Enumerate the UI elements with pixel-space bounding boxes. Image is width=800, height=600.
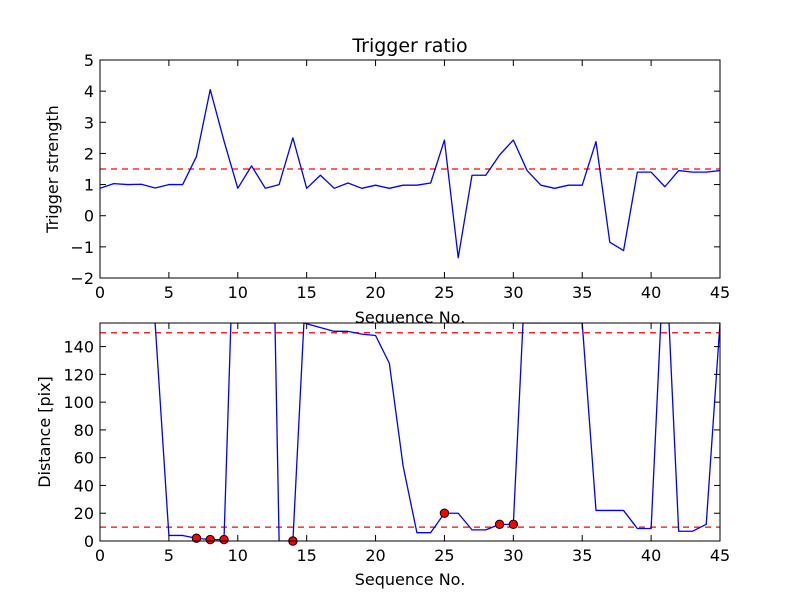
bottom-series-group xyxy=(154,323,720,541)
y-tick-label: 40 xyxy=(74,476,94,495)
x-tick-label: 40 xyxy=(641,283,661,302)
data-point-marker xyxy=(191,533,202,543)
y-tick-label: −2 xyxy=(70,269,94,288)
bottom-threshold-lines xyxy=(100,332,720,528)
x-tick-label: 5 xyxy=(164,283,174,302)
top-y-axis-label: Trigger strength xyxy=(43,105,62,234)
top-axes-frame xyxy=(99,59,721,279)
y-tick-label: 1 xyxy=(84,176,94,195)
x-tick-label: 0 xyxy=(95,546,105,565)
x-tick-label: 20 xyxy=(365,546,385,565)
series-line xyxy=(100,88,720,259)
y-tick-label: 0 xyxy=(84,207,94,226)
x-tick-label: 10 xyxy=(228,283,248,302)
x-tick-label: 25 xyxy=(434,283,454,302)
y-tick-label: 0 xyxy=(84,532,94,551)
data-point-marker xyxy=(205,534,215,545)
bottom-y-ticks: 0 20 40 60 80 100 120 140 xyxy=(63,338,720,551)
y-tick-label: −1 xyxy=(70,238,94,257)
top-x-ticks: 0 5 10 15 20 25 30 35 40 45 xyxy=(95,60,730,302)
y-tick-label: 4 xyxy=(84,82,94,101)
y-tick-label: 120 xyxy=(63,365,94,384)
x-tick-label: 15 xyxy=(296,546,316,565)
y-tick-label: 60 xyxy=(74,449,94,468)
bottom-x-ticks: 0 5 10 15 20 25 30 35 40 45 xyxy=(95,323,730,565)
top-subplot: Trigger ratio 0 5 10 15 20 25 30 35 40 45 −2−1012… xyxy=(43,35,730,327)
top-chart-title: Trigger ratio xyxy=(351,35,467,57)
y-tick-label: 100 xyxy=(63,393,94,412)
x-tick-label: 30 xyxy=(503,283,523,302)
x-tick-label: 10 xyxy=(228,546,248,565)
y-tick-label: 5 xyxy=(84,51,94,70)
top-x-axis-label: Sequence No. xyxy=(355,308,466,327)
x-tick-label: 45 xyxy=(710,546,730,565)
bottom-x-axis-label: Sequence No. xyxy=(355,570,466,589)
y-tick-label: 3 xyxy=(84,113,94,132)
x-tick-label: 40 xyxy=(641,546,661,565)
bottom-subplot: 0 5 10 15 20 25 30 35 40 45 0 20 40 60 80 100 120 140 Se… xyxy=(35,322,730,589)
x-tick-label: 30 xyxy=(503,546,523,565)
x-tick-label: 5 xyxy=(164,546,174,565)
x-tick-label: 0 xyxy=(95,283,105,302)
y-tick-label: 2 xyxy=(84,144,94,163)
x-tick-label: 15 xyxy=(296,283,316,302)
x-tick-label: 35 xyxy=(572,283,592,302)
x-tick-label: 45 xyxy=(710,283,730,302)
bottom-marker-group xyxy=(191,508,519,546)
data-point-marker xyxy=(439,508,450,518)
top-y-ticks: −2 −1 0 1 2 3 4 5 xyxy=(70,51,720,288)
data-point-marker xyxy=(508,519,519,530)
bottom-plot-area xyxy=(100,323,720,541)
x-tick-label: 35 xyxy=(572,546,592,565)
top-series-group xyxy=(100,88,720,259)
data-point-marker xyxy=(219,534,229,545)
x-tick-label: 20 xyxy=(365,283,385,302)
bottom-axes-frame xyxy=(99,322,721,542)
data-point-marker xyxy=(494,519,505,530)
bottom-y-axis-label: Distance [pix] xyxy=(35,376,54,488)
x-tick-label: 25 xyxy=(434,546,454,565)
y-tick-label: 140 xyxy=(63,338,94,357)
series-line xyxy=(154,323,720,541)
y-tick-label: 80 xyxy=(74,421,94,440)
y-tick-label: 20 xyxy=(74,504,94,523)
